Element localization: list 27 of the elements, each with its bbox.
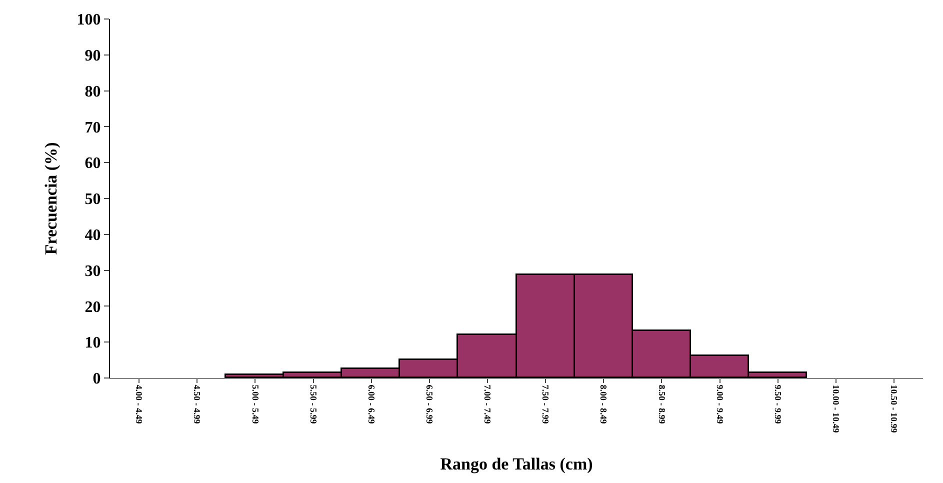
y-tick-label: 60 bbox=[84, 155, 101, 172]
x-tick-label: 8.00 - 8.49 bbox=[598, 384, 609, 424]
y-axis-title: Frecuencia (%) bbox=[41, 142, 60, 255]
y-tick-label: 40 bbox=[84, 227, 101, 244]
x-tick-label: 4.50 - 4.99 bbox=[192, 384, 202, 424]
x-tick-label: 5.00 - 5.49 bbox=[250, 384, 260, 424]
x-tick-label: 7.50 - 7.99 bbox=[540, 384, 551, 424]
y-tick-label: 10 bbox=[84, 334, 101, 352]
y-tick-label: 30 bbox=[84, 262, 101, 280]
x-tick-label: 7.00 - 7.49 bbox=[482, 384, 493, 424]
x-tick-label: 9.00 - 9.49 bbox=[714, 384, 725, 424]
x-tick-label: 10.50 - 10.99 bbox=[889, 384, 900, 434]
x-tick-label: 8.50 - 8.99 bbox=[656, 384, 667, 424]
y-tick-label: 50 bbox=[84, 191, 101, 208]
x-tick-label: 10.00 - 10.49 bbox=[830, 384, 841, 434]
y-tick-label: 100 bbox=[76, 12, 101, 29]
x-tick-label: 4.00 - 4.49 bbox=[134, 384, 144, 424]
x-tick-label: 5.50 - 5.99 bbox=[308, 384, 318, 424]
y-tick-label: 90 bbox=[84, 48, 101, 64]
x-tick-label: 6.00 - 6.49 bbox=[366, 384, 376, 424]
y-tick-label: 0 bbox=[92, 370, 101, 388]
x-axis-title: Rango de Tallas (cm) bbox=[440, 454, 593, 474]
x-tick-label: 9.50 - 9.99 bbox=[772, 384, 783, 424]
y-tick-label: 80 bbox=[84, 83, 101, 100]
x-tick-label: 6.50 - 6.99 bbox=[424, 384, 434, 424]
y-tick-label: 70 bbox=[84, 119, 101, 136]
y-tick-label: 20 bbox=[84, 298, 101, 316]
